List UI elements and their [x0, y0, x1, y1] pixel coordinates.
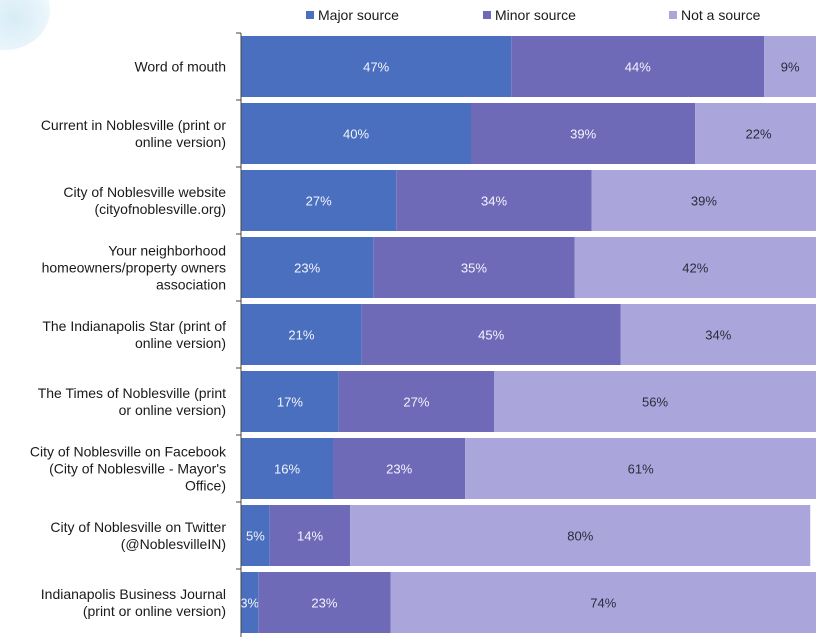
legend-swatch-minor-source	[483, 11, 491, 19]
bar-major-source-5	[241, 371, 339, 432]
bar-minor-source-4	[361, 304, 621, 365]
bar-not-a-source-8	[390, 572, 816, 633]
bar-not-a-source-0	[764, 36, 816, 97]
category-labels: Word of mouth Current in Noblesville (pri…	[30, 32, 241, 619]
bar-major-source-2	[241, 170, 397, 231]
legend-label-major-source: Major source	[318, 7, 399, 23]
data-label-not-a-source-5: 56%	[642, 395, 668, 410]
data-label-not-a-source-3: 42%	[682, 261, 708, 276]
category-label-1: Current in Noblesville (print or online v…	[41, 117, 227, 150]
legend: Major source Minor source Not a source	[306, 7, 761, 23]
data-label-major-source-0: 47%	[363, 60, 389, 75]
data-label-minor-source-2: 34%	[481, 194, 507, 209]
bar-not-a-source-3	[574, 237, 816, 298]
bar-minor-source-6	[333, 438, 466, 499]
data-label-not-a-source-8: 74%	[590, 596, 616, 611]
data-label-major-source-4: 21%	[288, 328, 314, 343]
data-label-not-a-source-1: 22%	[745, 127, 771, 142]
data-label-major-source-2: 27%	[306, 194, 332, 209]
category-label-3: Your neighborhood homeowners/property own…	[42, 243, 226, 293]
legend-swatch-major-source	[306, 11, 314, 19]
data-label-minor-source-1: 39%	[570, 127, 596, 142]
bar-major-source-1	[241, 103, 471, 164]
data-label-minor-source-7: 14%	[297, 529, 323, 544]
data-label-major-source-7: 5%	[246, 529, 265, 544]
bar-not-a-source-5	[494, 371, 816, 432]
data-label-major-source-8: 3%	[240, 596, 259, 611]
data-label-major-source-1: 40%	[343, 127, 369, 142]
bar-major-source-0	[241, 36, 512, 97]
data-label-not-a-source-6: 61%	[628, 462, 654, 477]
bar-minor-source-0	[511, 36, 765, 97]
data-label-major-source-3: 23%	[294, 261, 320, 276]
category-label-8: Indianapolis Business Journal (print or o…	[41, 586, 226, 619]
bar-not-a-source-4	[620, 304, 816, 365]
bar-minor-source-7	[269, 505, 351, 566]
data-label-minor-source-0: 44%	[625, 60, 651, 75]
category-label-5: The Times of Noblesville (print or online…	[38, 385, 226, 418]
bars: 47% 44% 9% 40% 39% 22% 27% 34% 39% 23% 35% 42% 21% 45…	[240, 36, 816, 633]
category-label-2: City of Noblesville website (cityofnobles…	[63, 184, 226, 217]
data-label-minor-source-3: 35%	[461, 261, 487, 276]
data-label-not-a-source-4: 34%	[705, 328, 731, 343]
bar-not-a-source-1	[695, 103, 816, 164]
category-label-4: The Indianapolis Star (print of online ve…	[42, 318, 226, 351]
category-label-0: Word of mouth	[134, 59, 226, 75]
bar-major-source-7	[241, 505, 270, 566]
data-label-minor-source-4: 45%	[478, 328, 504, 343]
bar-major-source-4	[241, 304, 362, 365]
bar-minor-source-2	[396, 170, 592, 231]
bar-minor-source-1	[471, 103, 696, 164]
legend-label-not-a-source: Not a source	[681, 7, 761, 23]
data-label-major-source-6: 16%	[274, 462, 300, 477]
bar-not-a-source-7	[350, 505, 811, 566]
data-label-not-a-source-0: 9%	[781, 60, 800, 75]
data-label-not-a-source-2: 39%	[691, 194, 717, 209]
bar-major-source-8	[241, 572, 259, 633]
bar-major-source-3	[241, 237, 374, 298]
bar-minor-source-8	[258, 572, 391, 633]
legend-swatch-not-a-source	[669, 11, 677, 19]
data-label-minor-source-5: 27%	[403, 395, 429, 410]
bar-minor-source-5	[338, 371, 494, 432]
bar-not-a-source-2	[591, 170, 816, 231]
data-label-minor-source-6: 23%	[386, 462, 412, 477]
data-label-not-a-source-7: 80%	[567, 529, 593, 544]
data-label-major-source-5: 17%	[277, 395, 303, 410]
bar-major-source-6	[241, 438, 333, 499]
data-label-minor-source-8: 23%	[311, 596, 337, 611]
bar-not-a-source-6	[465, 438, 816, 499]
category-label-6: City of Noblesville on Facebook (City of …	[30, 444, 227, 494]
bar-minor-source-3	[373, 237, 575, 298]
legend-label-minor-source: Minor source	[495, 7, 576, 23]
category-label-7: City of Noblesville on Twitter (@Noblesvi…	[50, 519, 226, 552]
